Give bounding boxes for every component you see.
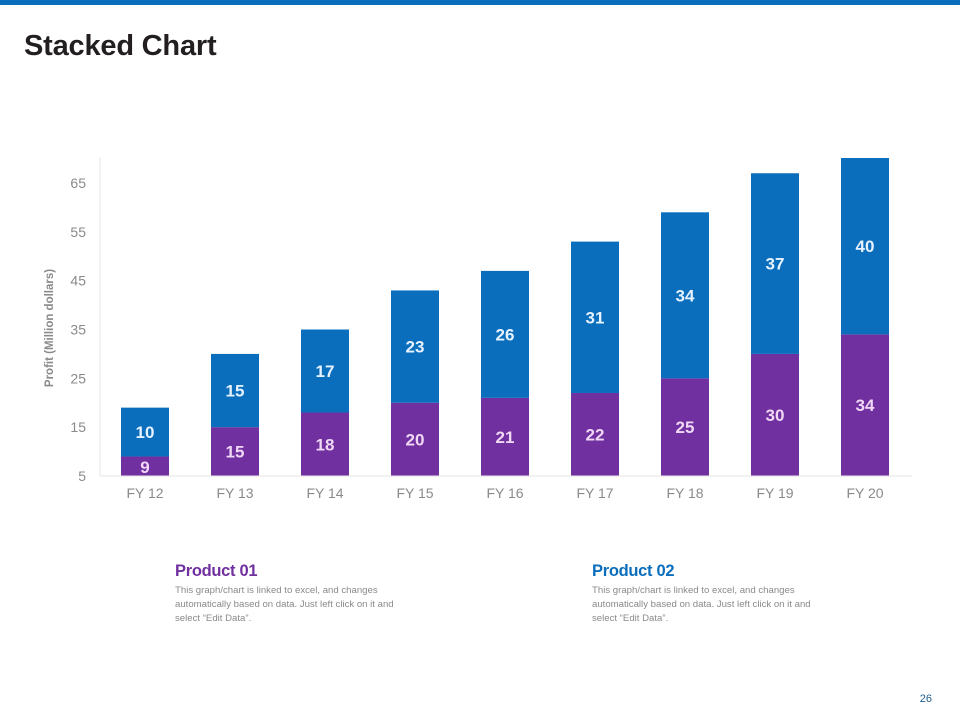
data-label: 34 — [856, 396, 875, 415]
data-label: 21 — [496, 428, 515, 447]
x-tick-label: FY 17 — [576, 485, 613, 501]
bar-segment-product-02 — [841, 158, 889, 335]
bar-segment-product-02 — [751, 173, 799, 354]
bar-segment-product-01 — [481, 397, 529, 476]
x-tick-label: FY 12 — [126, 485, 163, 501]
x-tick-label: FY 14 — [306, 485, 343, 501]
product-01-legend: Product 01 This graph/chart is linked to… — [175, 562, 415, 626]
bar-segment-product-02 — [481, 270, 529, 398]
data-label: 25 — [676, 418, 695, 437]
bar-segment-product-01 — [211, 427, 259, 476]
bar-segment-product-02 — [391, 290, 439, 403]
data-label: 37 — [766, 255, 785, 274]
product-01-description: This graph/chart is linked to excel, and… — [175, 585, 394, 624]
y-tick-label: 45 — [70, 273, 86, 289]
y-tick-label: 55 — [70, 224, 86, 240]
top-accent-bar — [0, 0, 960, 5]
x-tick-label: FY 13 — [216, 485, 253, 501]
data-label: 30 — [766, 406, 785, 425]
data-label: 17 — [316, 362, 335, 381]
bar-segment-product-01 — [301, 412, 349, 476]
data-label: 34 — [676, 286, 695, 305]
bar-segment-product-02 — [661, 212, 709, 379]
y-axis-label: Profit (Million dollars) — [44, 269, 56, 387]
x-tick-label: FY 18 — [666, 485, 703, 501]
bar-segment-product-01 — [571, 392, 619, 476]
page-number: 26 — [919, 693, 932, 705]
x-tick-label: FY 19 — [756, 485, 793, 501]
data-label: 9 — [140, 458, 149, 477]
x-tick-label: FY 16 — [486, 485, 523, 501]
x-tick-label: FY 15 — [396, 485, 433, 501]
bar-segment-product-01 — [661, 378, 709, 476]
data-label: 40 — [856, 237, 875, 256]
stacked-bar-chart[interactable]: 5 15 25 35 45 55 65 9 10 15 15 18 17 20 23 21 26 22 31 25 3… — [0, 0, 960, 520]
bar-segment-product-02 — [571, 241, 619, 393]
data-label: 15 — [226, 382, 245, 401]
y-tick-label: 5 — [78, 468, 86, 484]
x-axis: FY 12 FY 13 FY 14 FY 15 FY 16 FY 17 FY 18 FY 19… — [100, 475, 912, 501]
data-label: 10 — [136, 423, 155, 442]
product-02-legend: Product 02 This graph/chart is linked to… — [592, 562, 832, 626]
data-label: 22 — [586, 425, 605, 444]
bar-segment-product-02 — [301, 329, 349, 413]
bar-segment-product-02 — [211, 353, 259, 428]
bar-segment-product-01 — [751, 353, 799, 476]
data-label: 23 — [406, 338, 425, 357]
bar-segment-product-02 — [121, 407, 169, 457]
bars: 9 10 15 15 18 17 20 23 21 26 22 31 25 34 30 37 34 40 — [121, 158, 889, 477]
y-tick-label: 25 — [70, 370, 86, 386]
product-02-title: Product 02 — [592, 562, 675, 580]
bar-segment-product-01 — [121, 456, 169, 476]
data-label: 31 — [586, 308, 605, 327]
product-02-description: This graph/chart is linked to excel, and… — [592, 585, 811, 624]
data-label: 15 — [226, 443, 245, 462]
product-01-title: Product 01 — [175, 562, 258, 580]
y-tick-label: 15 — [70, 419, 86, 435]
bar-segment-product-01 — [391, 402, 439, 476]
y-tick-label: 35 — [70, 322, 86, 338]
bar-segment-product-01 — [841, 334, 889, 476]
y-axis: 5 15 25 35 45 55 65 — [70, 158, 101, 484]
data-label: 26 — [496, 325, 515, 344]
page-title: Stacked Chart — [24, 30, 217, 62]
data-label: 20 — [406, 430, 425, 449]
data-label: 18 — [316, 435, 335, 454]
x-tick-label: FY 20 — [846, 485, 883, 501]
y-tick-label: 65 — [70, 175, 86, 191]
